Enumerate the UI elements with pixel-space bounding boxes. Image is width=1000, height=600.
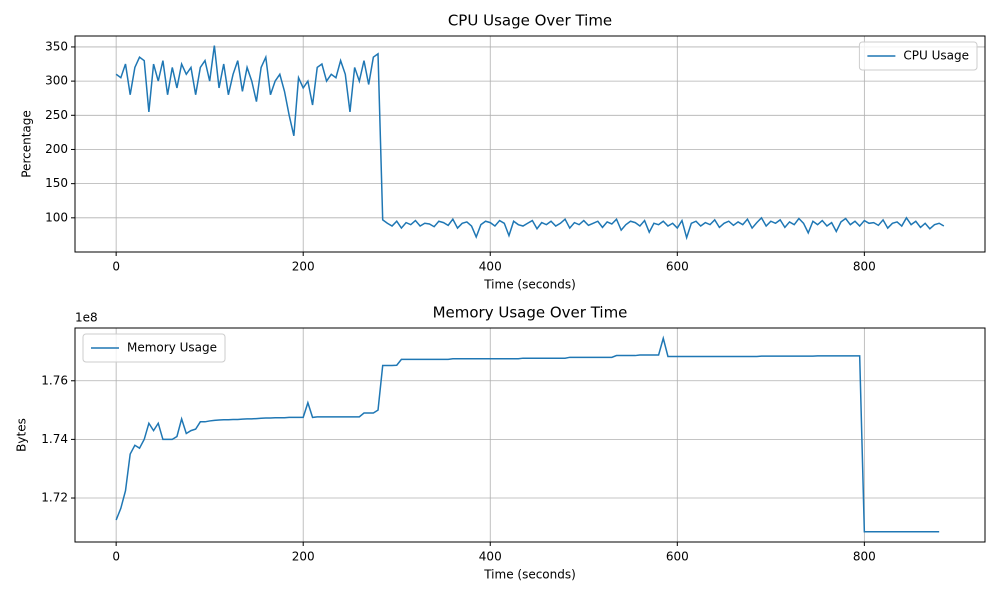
x-tick-label: 400: [479, 260, 502, 274]
x-tick-label: 400: [479, 550, 502, 564]
y-tick-label: 100: [45, 210, 68, 224]
x-axis-label: Time (seconds): [483, 278, 576, 292]
y-axis-label: Percentage: [20, 110, 34, 178]
y-tick-label: 150: [45, 176, 68, 190]
legend: CPU Usage: [858, 41, 978, 71]
y-tick-label: 300: [45, 74, 68, 88]
legend-label: Memory Usage: [127, 341, 217, 355]
x-tick-label: 800: [853, 550, 876, 564]
x-tick-label: 200: [292, 550, 315, 564]
data-line: [115, 335, 940, 533]
y-offset-label: 1e8: [75, 311, 98, 325]
y-tick-label: 250: [45, 108, 68, 122]
x-tick-label: 600: [666, 550, 689, 564]
legend-label: CPU Usage: [903, 49, 969, 63]
x-tick-label: 600: [666, 260, 689, 274]
y-tick-label: 1.72: [41, 491, 68, 505]
y-tick-label: 1.76: [41, 373, 68, 387]
x-tick-label: 800: [853, 260, 876, 274]
data-line: [115, 45, 945, 241]
axes-frame: [74, 35, 986, 253]
legend: Memory Usage: [82, 333, 226, 363]
axes-frame: [74, 327, 986, 543]
y-tick-label: 1.74: [41, 432, 68, 446]
chart-title: CPU Usage Over Time: [448, 12, 612, 30]
y-tick-label: 350: [45, 39, 68, 53]
x-axis-label: Time (seconds): [483, 568, 576, 582]
x-tick-label: 0: [112, 260, 120, 274]
chart-title: Memory Usage Over Time: [433, 304, 628, 322]
legend-frame: [82, 333, 226, 363]
x-tick-label: 200: [292, 260, 315, 274]
x-tick-label: 0: [112, 550, 120, 564]
y-axis-label: Bytes: [15, 418, 29, 452]
y-tick-label: 200: [45, 142, 68, 156]
legend-frame: [858, 41, 978, 71]
